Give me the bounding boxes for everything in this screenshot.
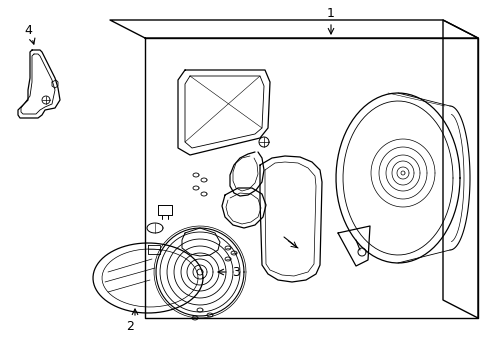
Text: 4: 4 <box>24 23 32 36</box>
Text: 1: 1 <box>326 6 334 19</box>
Text: 3: 3 <box>232 266 240 279</box>
Text: 2: 2 <box>126 320 134 333</box>
